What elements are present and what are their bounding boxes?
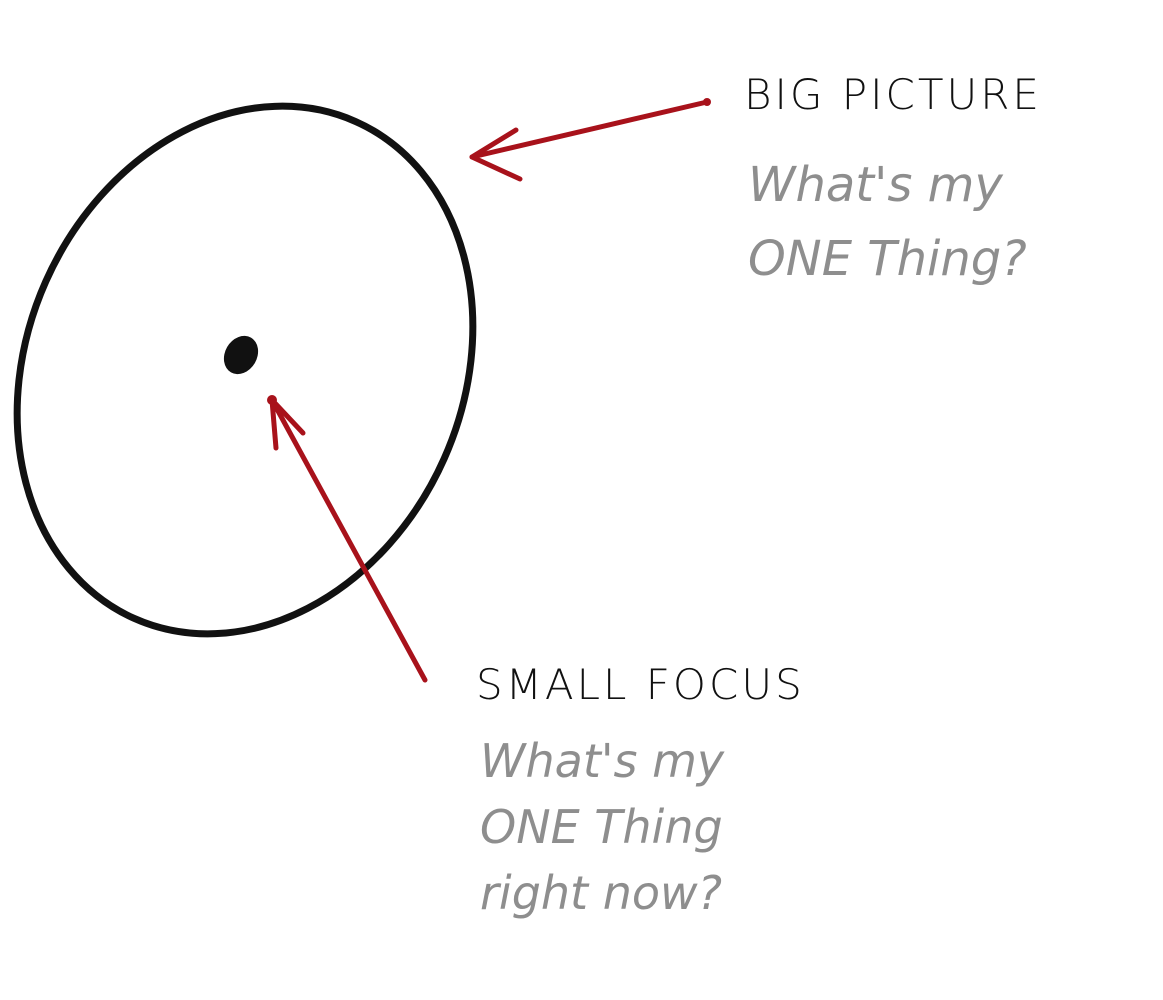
big-picture-arrow [469, 98, 711, 182]
big-picture-heading: BIG PICTURE [744, 70, 1042, 119]
big-picture-circle [13, 102, 477, 638]
small-focus-dot [223, 335, 259, 375]
big-picture-question: What's my ONE Thing? [748, 157, 1027, 287]
small-focus-question: What's my ONE Thing right now? [480, 734, 725, 920]
small-focus-heading: SMALL FOCUS [476, 660, 805, 709]
small-focus-arrow [267, 395, 428, 683]
